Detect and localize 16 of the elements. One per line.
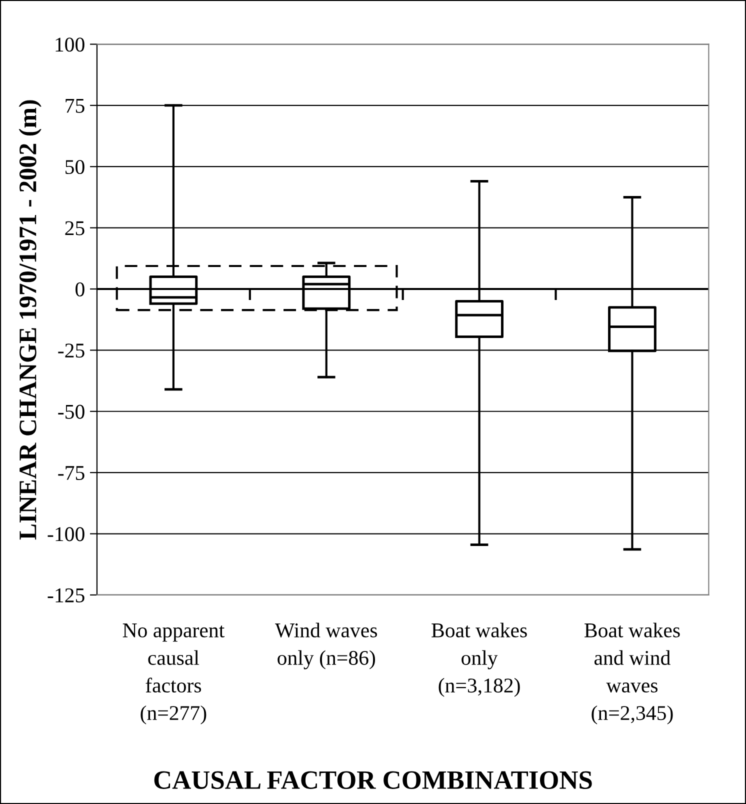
- x-tick-label: Wind waves only (n=86): [275, 622, 377, 670]
- y-tick-label: -75: [58, 466, 84, 480]
- x-tick-label: Boat wakes only (n=3,182): [432, 622, 527, 697]
- y-tick-label: 0: [76, 282, 84, 296]
- x-tick-label: No apparent causal factors (n=277): [122, 624, 225, 724]
- x-tick-label: Boat wakes and wind waves (n=2,345): [584, 622, 680, 724]
- x-axis-title: CAUSAL FACTOR COMBINATIONS: [154, 771, 592, 789]
- y-tick-label: -50: [58, 404, 84, 419]
- y-tick-label: -100: [48, 527, 84, 542]
- y-tick-label: 75: [66, 99, 84, 113]
- y-tick-label: 100: [56, 38, 84, 52]
- y-tick-label: 25: [65, 221, 84, 236]
- y-axis-title: LINEAR CHANGE 1970/1971 - 2002 (m): [18, 100, 42, 540]
- y-tick-label: 50: [66, 160, 84, 174]
- y-tick-label: -25: [58, 344, 84, 358]
- y-tick-label: -125: [48, 588, 84, 602]
